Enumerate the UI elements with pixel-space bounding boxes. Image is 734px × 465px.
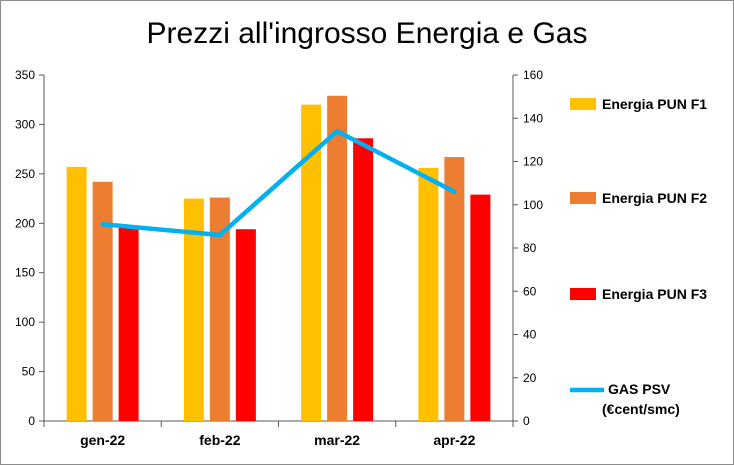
y-right-tick-label: 140 (523, 111, 543, 125)
bar (418, 167, 439, 421)
bar (444, 157, 465, 421)
legend-swatch (570, 98, 596, 110)
y-left-tick-label: 150 (15, 266, 35, 280)
bar (66, 166, 87, 421)
legend: Energia PUN F1 Energia PUN F2 Energia PUN … (570, 96, 707, 417)
bar (353, 138, 374, 422)
legend-label: Energia PUN F1 (602, 96, 707, 112)
y-right-tick-label: 100 (523, 198, 543, 212)
y-left-tick-label: 350 (15, 68, 35, 82)
legend-swatch (570, 288, 596, 300)
bar (235, 229, 256, 421)
plot-area: 0 50 100 150 200 250 300 350 0 20 40 60 80 100 120 140 1… (15, 68, 543, 448)
x-tick-label: apr-22 (433, 432, 475, 448)
x-tick-label: feb-22 (199, 432, 240, 448)
y-right-tick-label: 160 (523, 68, 543, 82)
y-right-tick-label: 120 (523, 155, 543, 169)
bar (118, 227, 139, 421)
bar (301, 104, 322, 422)
y-right-tick-label: 60 (523, 284, 537, 298)
gas-line (100, 128, 457, 238)
y-right-tick-label: 40 (523, 328, 537, 342)
legend-label: Energia PUN F3 (602, 286, 707, 302)
x-tick-label: gen-22 (80, 432, 125, 448)
y-left-tick-label: 200 (15, 216, 35, 230)
bar (92, 181, 113, 421)
y-left-tick-label: 0 (28, 414, 35, 428)
x-tick-label: mar-22 (314, 432, 360, 448)
bar (327, 95, 348, 421)
bar (183, 198, 204, 421)
y-left-tick-label: 100 (15, 315, 35, 329)
y-right-tick-label: 20 (523, 371, 537, 385)
y-right-tick-label: 0 (523, 414, 530, 428)
y-left-tick-label: 250 (15, 167, 35, 181)
y-left-tick-label: 300 (15, 117, 35, 131)
legend-label: GAS PSV (608, 381, 671, 397)
chart-title: Prezzi all'ingrosso Energia e Gas (147, 17, 588, 50)
legend-label: (€cent/smc) (602, 401, 680, 417)
y-left-tick-label: 50 (22, 365, 36, 379)
bar (209, 197, 230, 421)
bar (470, 194, 491, 421)
y-right-tick-label: 80 (523, 241, 537, 255)
legend-label: Energia PUN F2 (602, 190, 707, 206)
legend-swatch (570, 192, 596, 204)
